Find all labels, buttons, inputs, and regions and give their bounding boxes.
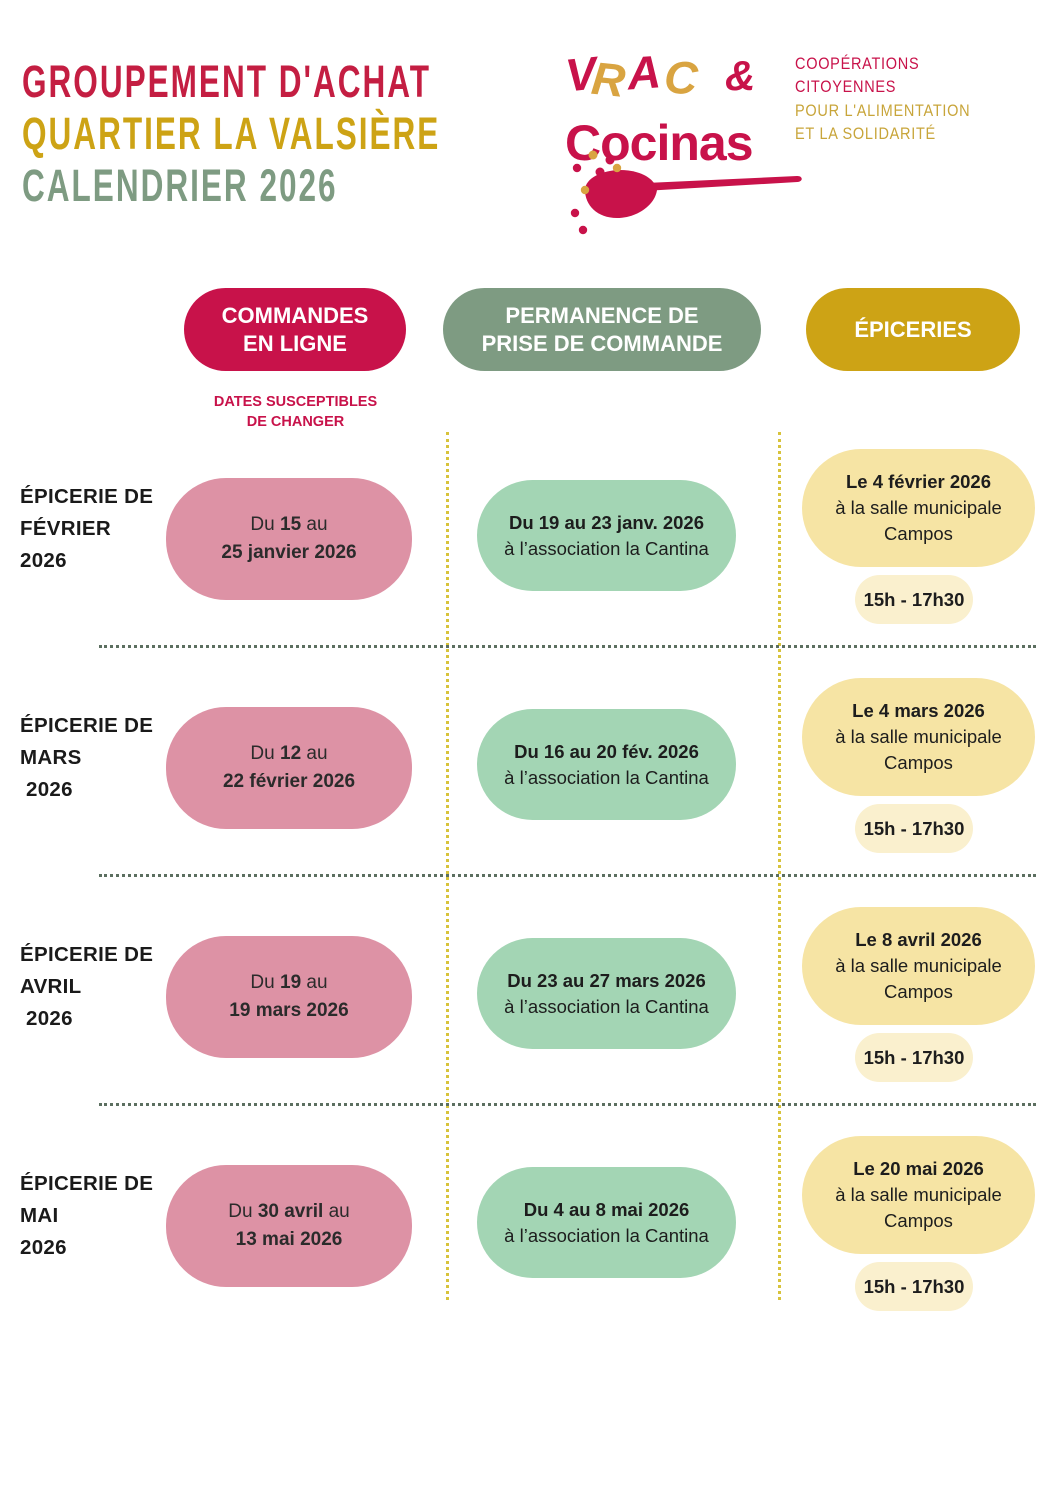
- svg-text:&: &: [725, 52, 755, 99]
- svg-text:C: C: [663, 50, 701, 104]
- svg-text:R: R: [589, 52, 627, 107]
- svg-text:Cocinas: Cocinas: [565, 115, 753, 171]
- svg-text:A: A: [625, 45, 663, 99]
